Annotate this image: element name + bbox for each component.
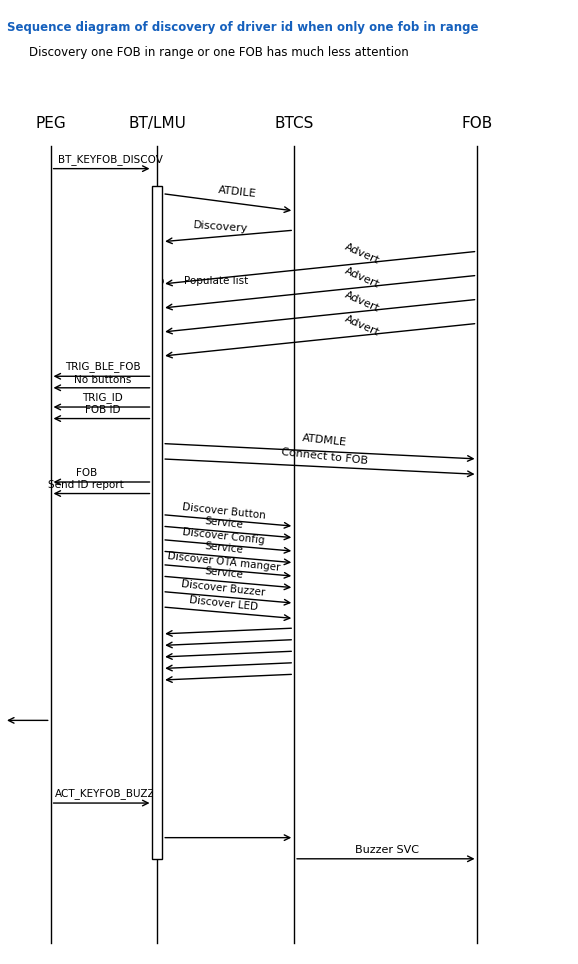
Text: No buttons: No buttons [74, 375, 131, 385]
Text: Advert: Advert [343, 313, 381, 337]
Text: ATDMLE: ATDMLE [302, 433, 347, 448]
Text: Advert: Advert [343, 265, 381, 289]
Text: FOB: FOB [76, 469, 97, 478]
Text: Service: Service [204, 516, 243, 530]
Text: Send ID report: Send ID report [49, 480, 124, 490]
Text: FOB: FOB [462, 116, 493, 131]
Text: Discovery one FOB in range or one FOB has much less attention: Discovery one FOB in range or one FOB ha… [29, 45, 409, 59]
Text: Discover Button: Discover Button [181, 502, 266, 521]
Text: TRIG_BLE_FOB: TRIG_BLE_FOB [65, 362, 140, 372]
Text: ATDILE: ATDILE [217, 184, 257, 199]
Text: Advert: Advert [343, 241, 381, 265]
Text: Advert: Advert [343, 289, 381, 313]
Text: Service: Service [204, 541, 243, 555]
Text: Discover Buzzer: Discover Buzzer [181, 579, 266, 598]
Text: Discovery: Discovery [193, 220, 249, 234]
Text: TRIG_ID: TRIG_ID [82, 392, 123, 403]
Text: Populate list: Populate list [184, 276, 248, 286]
Text: PEG: PEG [35, 116, 66, 131]
Text: Discover OTA manger: Discover OTA manger [166, 550, 280, 573]
Text: BTCS: BTCS [275, 116, 314, 131]
Text: Connect to FOB: Connect to FOB [281, 447, 369, 467]
Bar [153, 186, 162, 859]
Text: Discover Config: Discover Config [182, 527, 265, 546]
Text: Service: Service [204, 566, 243, 580]
Text: BT/LMU: BT/LMU [128, 116, 186, 131]
Text: Sequence diagram of discovery of driver id when only one fob in range: Sequence diagram of discovery of driver … [7, 20, 479, 34]
Text: Buzzer SVC: Buzzer SVC [355, 845, 419, 855]
Text: Discover LED: Discover LED [188, 596, 258, 612]
Text: FOB ID: FOB ID [85, 405, 120, 415]
Text: ACT_KEYFOB_BUZZ: ACT_KEYFOB_BUZZ [55, 789, 155, 799]
Text: BT_KEYFOB_DISCOV: BT_KEYFOB_DISCOV [58, 154, 163, 165]
